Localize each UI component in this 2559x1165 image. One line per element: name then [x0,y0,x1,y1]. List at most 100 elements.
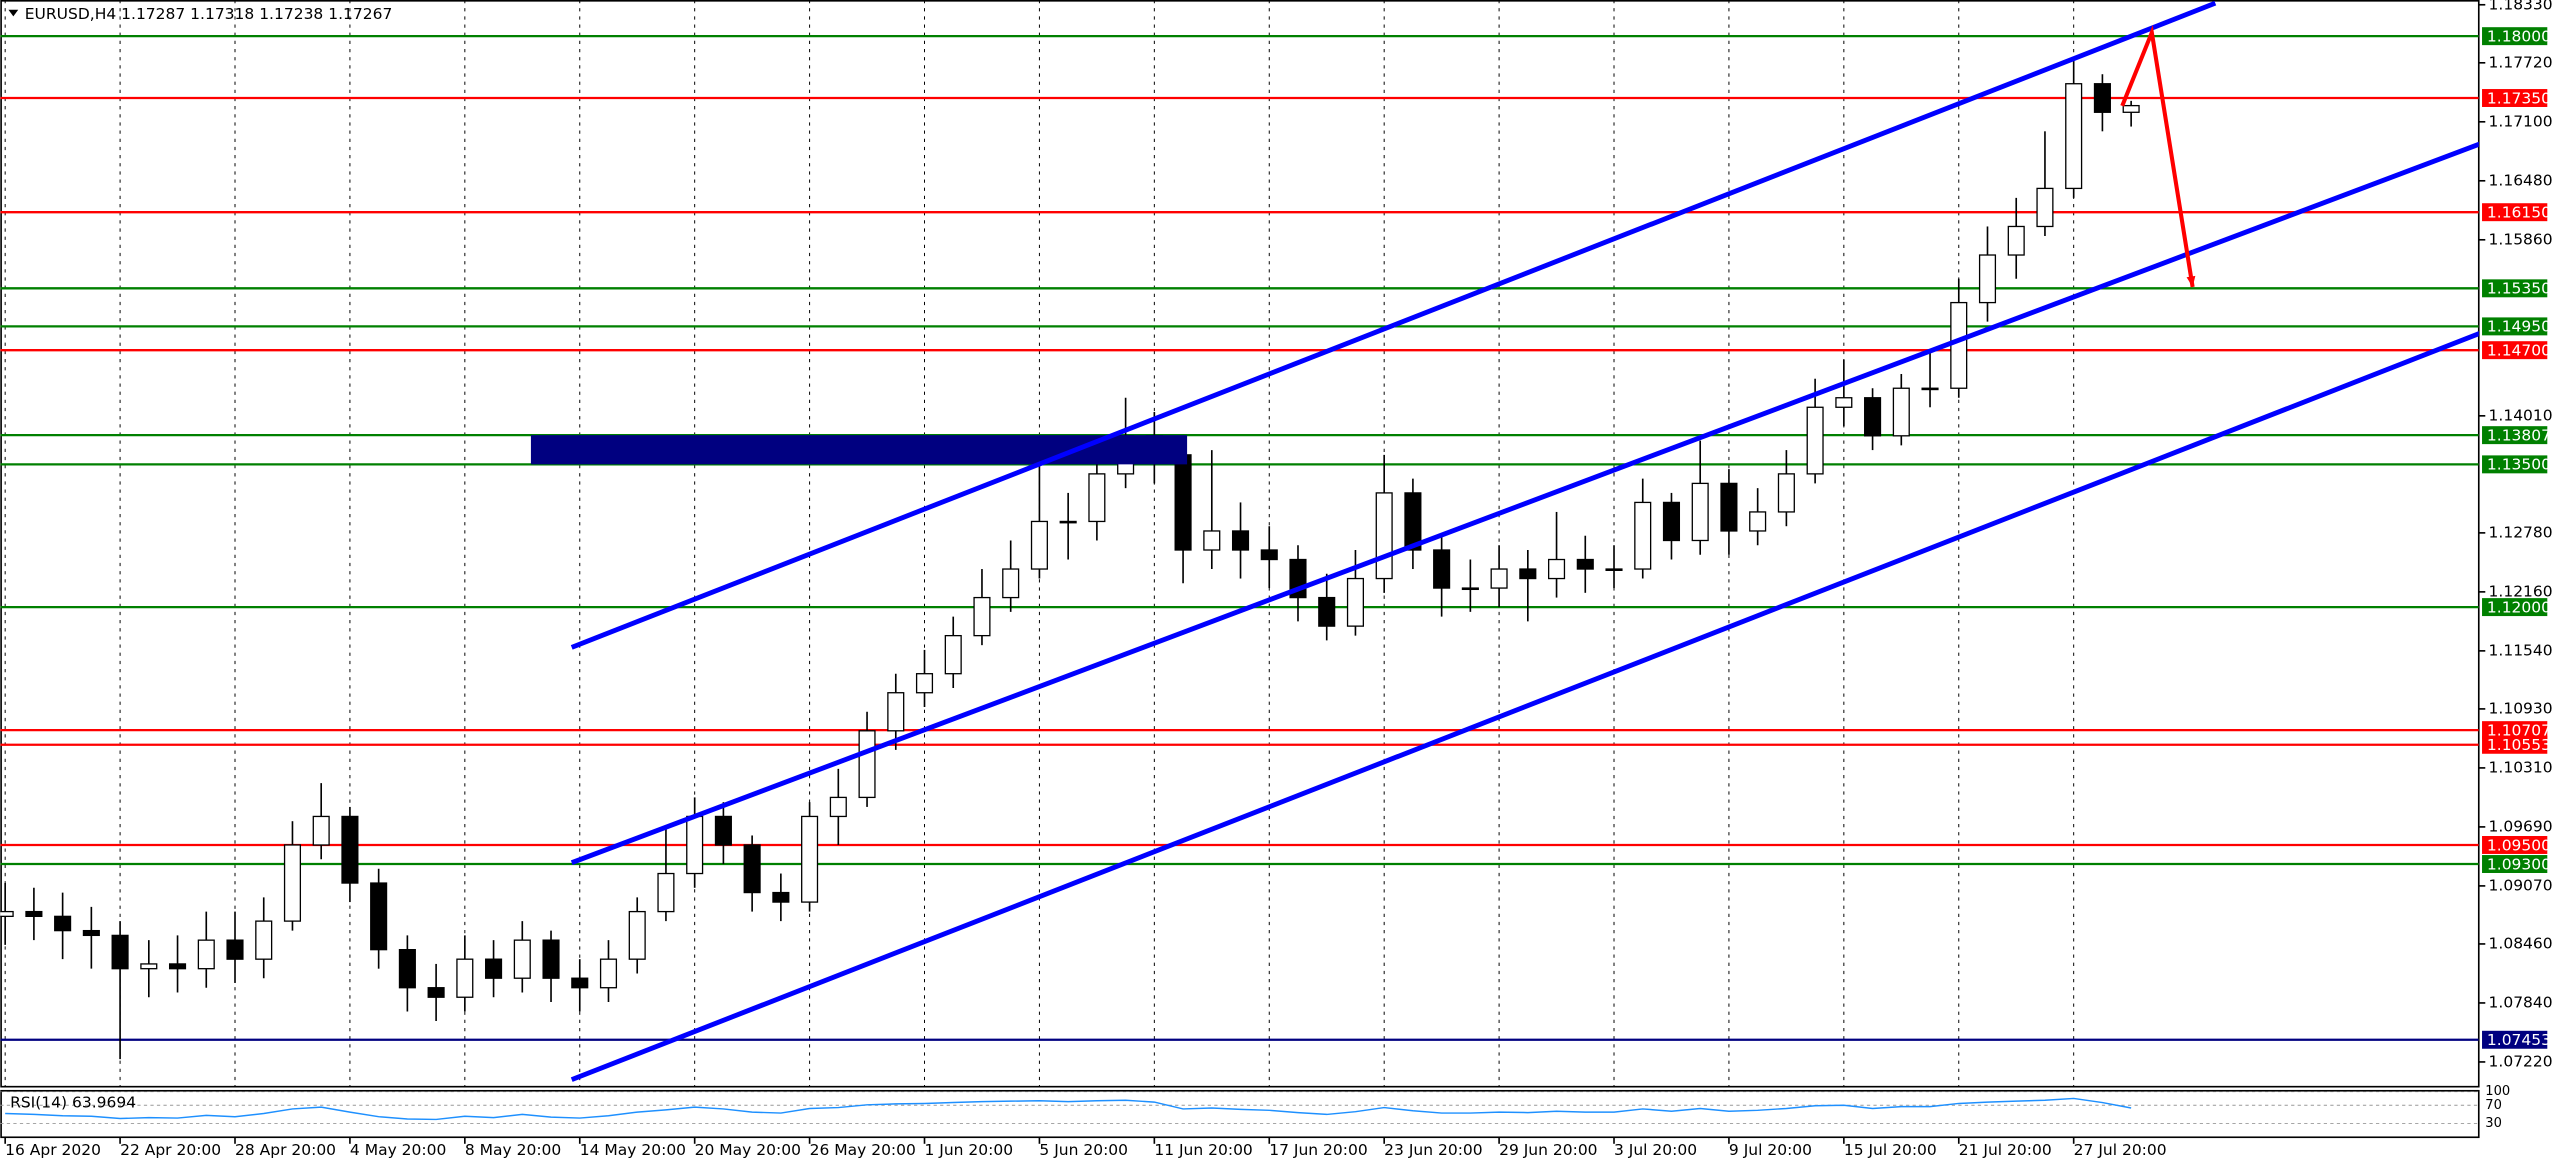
rsi-title: RSI(14) 63.9694 [10,1093,136,1111]
trend-line [570,331,2479,1082]
level-label: 1.15350 [2487,280,2551,298]
candle-body [743,844,761,894]
y-tick-label: 1.11540 [2489,641,2553,659]
candle-body [887,692,905,732]
candle-body [283,844,302,922]
rsi-frame [0,1089,2480,1139]
candle-body [1547,558,1566,580]
x-tick-label: 29 Jun 20:00 [1499,1141,1597,1159]
candle-body [1576,558,1594,570]
x-tick-label: 28 Apr 20:00 [235,1141,336,1159]
candle-body [1030,520,1048,570]
y-tick-label: 1.18330 [2489,0,2553,13]
y-tick-label: 1.09070 [2489,876,2553,894]
candle-body [1203,530,1221,551]
trend-line [570,0,2217,650]
candle-body [341,815,359,884]
candle-body [1691,482,1709,542]
candle-body [1375,492,1393,580]
x-tick-label: 14 May 20:00 [580,1141,686,1159]
candle-body [1404,492,1422,551]
arrow-head [2186,275,2196,287]
x-tick-label: 3 Jul 20:00 [1614,1141,1697,1159]
candle-body [686,815,704,875]
drawing-layer [530,0,2479,1082]
y-tick-label: 1.10310 [2489,758,2553,776]
level-label: 1.17350 [2487,89,2551,107]
zone-rectangle [530,435,1188,465]
level-label: 1.10707 [2487,721,2551,739]
candle-body [1864,397,1882,437]
candle-body [1461,587,1479,591]
y-tick-label: 1.16480 [2489,171,2553,189]
x-tick-label: 15 Jul 20:00 [1844,1141,1937,1159]
candle-body [2036,187,2054,228]
candle-body [628,910,646,960]
x-tick-label: 17 Jun 20:00 [1269,1141,1367,1159]
forecast-arrow [2120,24,2195,288]
level-tag [2482,279,2548,298]
candle-body [1835,397,1853,408]
candle-body [111,934,129,970]
menu-triangle[interactable] [8,9,19,17]
candle-body [1720,482,1738,532]
candle-body [944,634,962,675]
candle-body [542,939,560,979]
candle-body [772,891,790,903]
level-label: 1.13500 [2487,456,2551,474]
candle-body [599,958,618,989]
level-label: 1.09300 [2487,855,2551,873]
candle-body [1806,406,1824,475]
trend-line [570,141,2479,865]
candle-body [54,915,72,932]
y-tick-label: 1.07220 [2489,1052,2553,1070]
level-label: 1.07453 [2487,1031,2551,1049]
candle-body [427,987,445,998]
x-tick-label: 16 Apr 2020 [5,1141,101,1159]
rsi-line [5,1097,2132,1121]
x-tick-label: 4 May 20:00 [350,1141,446,1159]
rsi-layer [0,1091,2479,1125]
candle-body [1059,520,1077,524]
y-tick-label: 1.12780 [2489,523,2553,541]
grid-layer [4,0,2075,1087]
candle-body [82,929,100,937]
rsi-tick-label: 100 [2485,1084,2510,1099]
y-tick-label: 1.07840 [2489,993,2553,1011]
y-tick-label: 1.08460 [2489,934,2553,952]
level-label: 1.10553 [2487,736,2551,754]
level-tag [2482,836,2548,854]
level-tag [2482,455,2548,474]
candle-body [915,673,934,694]
level-tag [2482,598,2548,617]
level-tag [2482,317,2548,336]
level-label: 1.18000 [2487,27,2551,45]
level-tag [2482,721,2548,740]
candle-body [312,815,330,846]
x-tick-label: 9 Jul 20:00 [1729,1141,1812,1159]
candle-body [0,910,14,918]
candle-body [370,882,388,951]
candle-body [1978,254,1997,304]
chart-title: EURUSD,H4 1.17287 1.17318 1.17238 1.1726… [25,5,393,23]
candle-body [2007,225,2025,256]
candle-body [456,958,474,998]
candle-body [1950,301,1968,389]
candle-body [1892,387,1910,437]
candle-body [168,963,187,970]
candle-body [513,939,531,979]
candle-body [1260,549,1278,561]
x-tick-label: 11 Jun 20:00 [1154,1141,1252,1159]
candle-body [1174,454,1192,551]
candle-body [398,949,416,989]
y-tick-label: 1.10930 [2489,699,2553,717]
candle-body [1605,568,1623,571]
candle-body [858,730,876,799]
candle-body [714,815,732,846]
candle-body [1231,530,1250,551]
y-tick-label: 1.14010 [2489,406,2553,424]
y-tick-label: 1.17100 [2489,112,2553,130]
candle-body [1749,511,1767,532]
